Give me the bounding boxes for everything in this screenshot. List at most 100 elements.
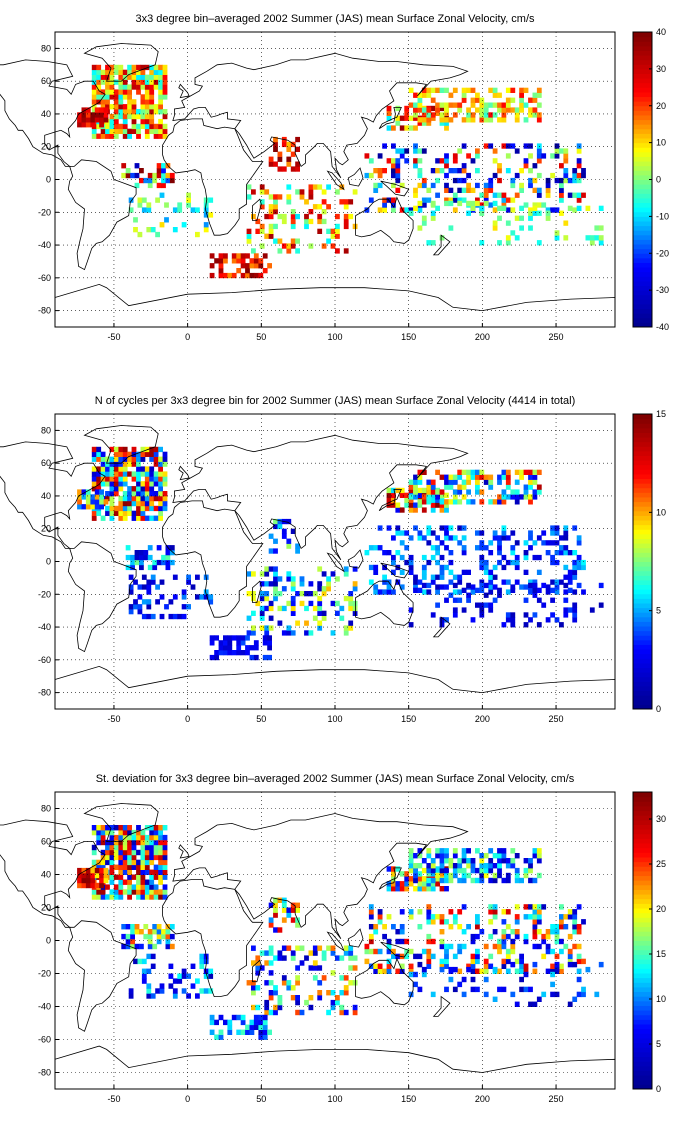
heatmap-cell [536,858,542,864]
colorbar-swatch [633,460,652,466]
heatmap-cell [136,505,141,512]
heatmap-cell [133,604,138,610]
heatmap-cell [113,471,119,477]
heatmap-cell [158,99,163,105]
heatmap-cell [475,933,480,940]
heatmap-cell [492,877,498,884]
heatmap-cell [426,909,432,915]
heatmap-cell [483,872,489,879]
heatmap-cell [169,172,175,179]
heatmap-cell [497,559,502,566]
heatmap-cell [505,197,511,203]
heatmap-cell [545,192,551,198]
colorbar-swatch [633,262,652,268]
heatmap-cell [122,839,128,846]
heatmap-cell [136,894,141,900]
heatmap-cell [417,924,423,930]
heatmap-cell [268,194,274,200]
heatmap-cell [140,844,146,851]
heatmap-cell [168,599,174,605]
heatmap-cell [113,510,119,516]
heatmap-cell [430,858,436,864]
colorbar-swatch [633,875,652,881]
colorbar-swatch [633,829,652,835]
heatmap-cell [479,240,485,246]
heatmap-cell [536,904,542,910]
colorbar-swatch [633,852,652,858]
heatmap-cell [536,909,542,915]
heatmap-cell [554,938,560,945]
heatmap-cell [488,569,494,575]
heatmap-cell [139,564,144,571]
heatmap-cell [153,834,159,841]
heatmap-cell [563,535,569,541]
heatmap-cell [470,97,476,103]
heatmap-cell [169,177,175,184]
heatmap-cell [109,849,115,856]
heatmap-cell [501,494,507,500]
heatmap-cell [528,215,533,221]
heatmap-cell [277,166,283,172]
heatmap-cell [136,84,141,90]
heatmap-cell [317,610,323,616]
colorbar-swatch [633,487,652,493]
heatmap-cell [273,927,278,933]
heatmap-cell [139,929,144,935]
heatmap-cell [523,550,529,556]
heatmap-cell [153,515,159,521]
heatmap-cell [395,525,401,531]
x-tick-label: -50 [107,714,120,724]
heatmap-cell [118,879,124,885]
heatmap-cell [452,853,458,859]
heatmap-cell [158,854,163,861]
heatmap-cell [127,109,132,115]
heatmap-cell [105,884,110,890]
heatmap-cell [312,960,318,966]
heatmap-cell [223,645,228,651]
heatmap-cell [127,839,132,846]
heatmap-cell [172,613,178,620]
heatmap-cell [290,213,296,220]
heatmap-cell [251,985,256,991]
colorbar-swatch [633,294,652,300]
heatmap-cell [452,535,458,541]
heatmap-cell [144,839,150,846]
heatmap-cell [510,489,516,495]
heatmap-cell [127,69,132,75]
heatmap-cell [118,894,124,900]
heatmap-cell [501,848,507,854]
heatmap-cell [391,143,396,149]
heatmap-cell [352,605,358,612]
heatmap-cell [268,533,274,539]
heatmap-cell [408,125,414,131]
heatmap-cell [417,97,423,103]
heatmap-cell [139,554,144,561]
heatmap-cell [435,102,440,108]
heatmap-cell [218,253,224,259]
heatmap-cell [488,953,494,960]
heatmap-cell [77,112,82,118]
heatmap-cell [348,591,354,597]
heatmap-cell [146,604,152,610]
heatmap-cell [113,99,119,105]
heatmap-cell [236,635,242,641]
heatmap-cell [470,867,476,874]
heatmap-cell [501,205,507,211]
heatmap-cell [134,559,140,566]
heatmap-cell [470,958,476,965]
colorbar-swatch [633,1047,652,1053]
colorbar-swatch [633,105,652,111]
heatmap-cell [470,938,476,945]
heatmap-cell [523,904,529,910]
heatmap-cell [348,600,354,607]
heatmap-cell [461,163,467,169]
heatmap-cell [153,104,159,110]
heatmap-cell [290,917,296,923]
heatmap-cell [273,591,278,597]
heatmap-cell [141,599,147,605]
heatmap-cell [155,599,160,605]
heatmap-cell [501,525,507,531]
heatmap-cell [352,610,358,616]
heatmap-cell [572,207,578,213]
